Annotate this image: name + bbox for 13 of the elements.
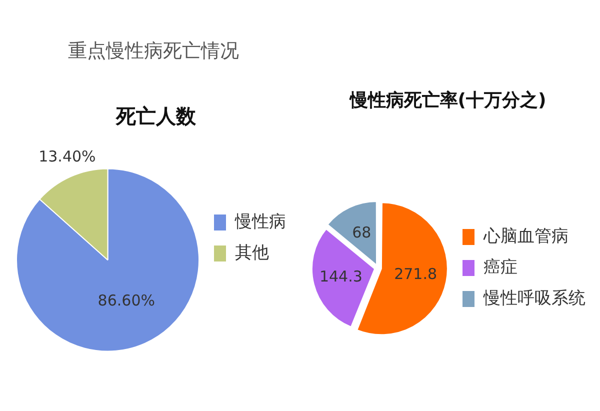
data-label: 13.40% xyxy=(38,147,96,166)
legend-label: 慢性病 xyxy=(234,212,286,232)
data-label: 68 xyxy=(352,223,372,242)
chart-title: 慢性病死亡率(十万分之) xyxy=(348,89,548,113)
chart-subtitle: 死亡人数 xyxy=(115,104,197,128)
data-label: 86.60% xyxy=(98,292,155,310)
data-label: 144.3 xyxy=(319,267,362,286)
legend-label: 慢性呼吸系统 xyxy=(482,288,586,308)
legend-label: 癌症 xyxy=(484,257,518,278)
chart-title: 重点慢性病死亡情况 xyxy=(68,39,239,64)
data-label: 271.8 xyxy=(394,265,438,284)
legend-label: 心脑血管病 xyxy=(482,226,568,246)
legend-label: 其他 xyxy=(235,242,269,263)
